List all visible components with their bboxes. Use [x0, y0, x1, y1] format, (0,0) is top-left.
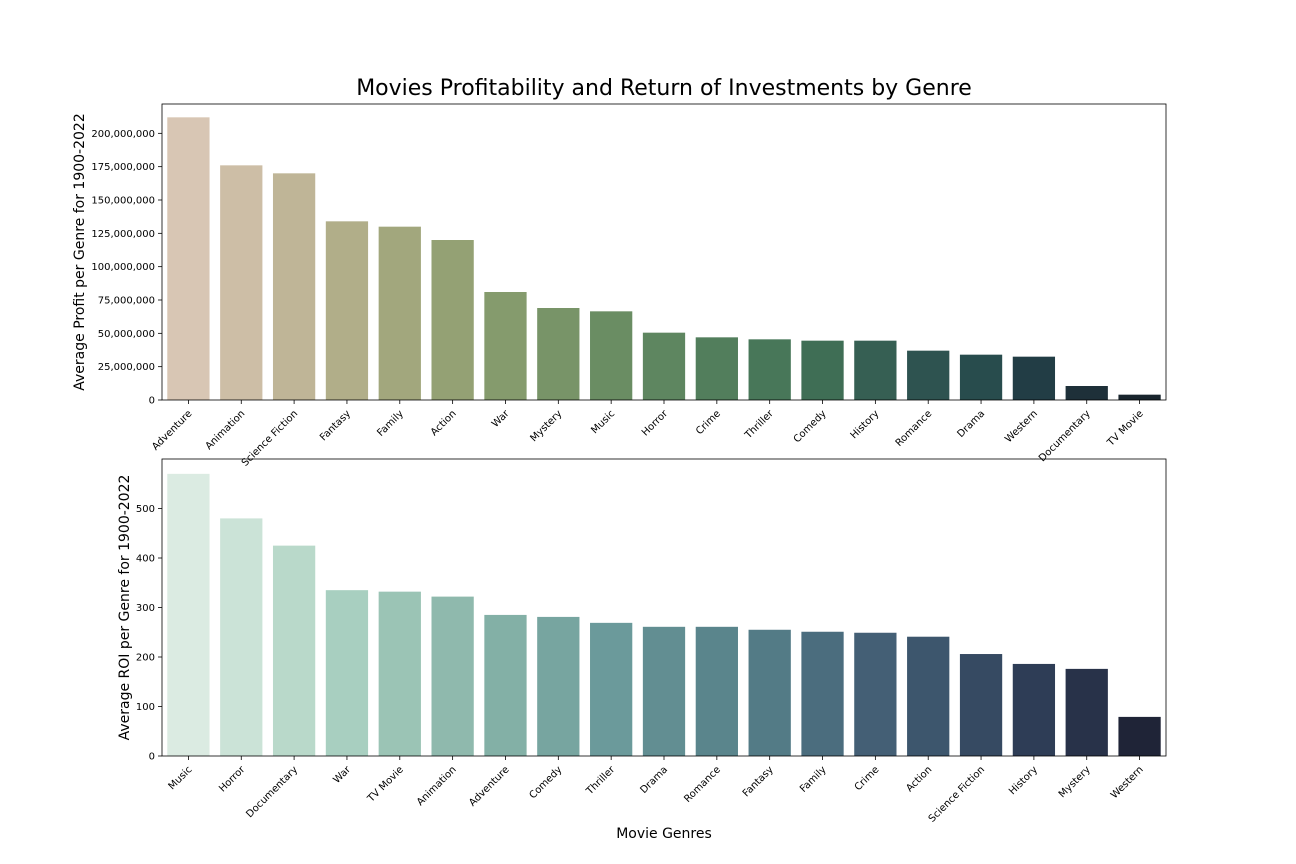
- profit-bar-drama: [959, 354, 1003, 400]
- roi-xtick-label: Drama: [638, 764, 670, 796]
- roi-bar-family: [801, 631, 844, 756]
- profit-ytick-label: 100,000,000: [91, 262, 155, 273]
- profit-xtick-label: Documentary: [1037, 408, 1093, 464]
- roi-bar-fantasy: [748, 629, 791, 756]
- profit-bar-western: [1012, 356, 1056, 400]
- profit-xtick-label: Adventure: [150, 408, 194, 452]
- chart-title: Movies Profitability and Return of Inves…: [356, 76, 972, 101]
- profit-bar-adventure: [167, 117, 210, 400]
- profit-xtick-label: Music: [589, 408, 617, 436]
- profit-xtick-label: Science Fiction: [240, 408, 300, 468]
- profit-bar-mystery: [537, 308, 580, 400]
- roi-bar-comedy: [537, 616, 580, 756]
- roi-bar-war: [325, 590, 369, 756]
- profit-ytick-label: 200,000,000: [91, 129, 155, 140]
- roi-xtick-label: Mystery: [1057, 764, 1093, 800]
- profit-xtick-label: Horror: [640, 408, 671, 439]
- roi-xtick-label: Thriller: [584, 764, 618, 798]
- roi-ytick-label: 300: [136, 603, 155, 614]
- profit-bar-action: [431, 240, 474, 400]
- roi-ytick-label: 100: [136, 702, 155, 713]
- profit-bar-science-fiction: [272, 173, 316, 400]
- roi-xtick-label: Romance: [682, 764, 723, 805]
- profit-bar-documentary: [1065, 386, 1108, 400]
- profit-xtick-label: Western: [1003, 408, 1040, 445]
- roi-bar-action: [907, 636, 950, 756]
- roi-bar-drama: [642, 626, 686, 756]
- profit-ytick-label: 150,000,000: [91, 196, 155, 207]
- profit-xtick-label: Drama: [955, 408, 987, 440]
- roi-xtick-label: Crime: [853, 764, 882, 793]
- roi-ytick-label: 200: [136, 653, 155, 664]
- roi-bar-history: [1012, 663, 1056, 756]
- profit-xtick-label: Family: [375, 408, 406, 439]
- profit-bar-family: [378, 226, 421, 400]
- roi-xtick-label: Animation: [415, 764, 459, 808]
- roi-bar-western: [1118, 716, 1161, 756]
- roi-xtick-label: Comedy: [527, 764, 564, 801]
- roi-ytick-label: 400: [136, 554, 155, 565]
- roi-bar-romance: [695, 626, 738, 756]
- roi-ytick-label: 0: [149, 752, 155, 763]
- profit-ylabel: Average Profit per Genre for 1900-2022: [72, 113, 88, 390]
- profit-xtick-label: TV Movie: [1105, 408, 1146, 449]
- profit-bar-thriller: [748, 339, 791, 400]
- profit-xtick-label: Thriller: [742, 408, 776, 442]
- roi-bar-tv-movie: [378, 591, 421, 756]
- roi-ylabel: Average ROI per Genre for 1900-2022: [117, 475, 133, 741]
- profit-bar-comedy: [801, 340, 844, 400]
- profit-ytick-label: 175,000,000: [91, 162, 155, 173]
- roi-bar-documentary: [272, 545, 316, 757]
- roi-xtick-label: Music: [167, 764, 195, 792]
- roi-xtick-label: Documentary: [244, 764, 300, 820]
- roi-bar-crime: [854, 632, 897, 756]
- profit-bar-fantasy: [325, 221, 369, 400]
- roi-bar-animation: [431, 596, 474, 756]
- profit-xtick-label: Comedy: [792, 408, 829, 445]
- roi-xtick-label: Horror: [217, 764, 248, 795]
- roi-bar-mystery: [1065, 668, 1108, 756]
- profit-bar-animation: [220, 165, 263, 400]
- roi-ytick-label: 500: [136, 504, 155, 515]
- profit-bar-history: [854, 340, 897, 400]
- profit-ytick-label: 50,000,000: [98, 329, 155, 340]
- profit-xtick-label: History: [849, 408, 882, 441]
- profit-ytick-label: 125,000,000: [91, 229, 155, 240]
- profit-xtick-label: Action: [429, 408, 459, 438]
- profit-bar-tv-movie: [1118, 394, 1161, 400]
- roi-xtick-label: Science Fiction: [927, 764, 987, 824]
- roi-xtick-label: Fantasy: [741, 764, 776, 799]
- roi-xtick-label: Western: [1109, 764, 1146, 801]
- profit-bar-crime: [695, 337, 738, 400]
- roi-bar-music: [167, 473, 210, 756]
- profit-bar-war: [484, 292, 527, 400]
- roi-xtick-label: TV Movie: [365, 764, 406, 805]
- profit-ytick-label: 75,000,000: [98, 296, 155, 307]
- profit-bar-music: [590, 311, 633, 400]
- profit-bar-romance: [907, 350, 950, 400]
- profit-xtick-label: Animation: [204, 408, 248, 452]
- profit-ytick-label: 0: [149, 396, 155, 407]
- roi-xtick-label: Action: [904, 764, 934, 794]
- profit-xtick-label: Mystery: [528, 408, 564, 444]
- roi-bar-science-fiction: [959, 654, 1003, 756]
- roi-bar-adventure: [484, 614, 527, 756]
- profit-xtick-label: Romance: [894, 408, 935, 449]
- profit-xtick-label: War: [490, 408, 512, 430]
- profit-xtick-label: Fantasy: [318, 408, 353, 443]
- roi-xtick-label: Adventure: [467, 764, 511, 808]
- roi-xtick-label: War: [332, 764, 354, 786]
- roi-xlabel: Movie Genres: [616, 826, 712, 842]
- roi-xtick-label: History: [1007, 764, 1040, 797]
- roi-bar-thriller: [590, 622, 633, 756]
- profit-ytick-label: 25,000,000: [98, 362, 155, 373]
- profit-chart: 0 25,000,000 50,000,000 75,000,000 100,000,0…: [72, 103, 1167, 469]
- profit-xtick-label: Crime: [694, 408, 723, 437]
- profit-bar-horror: [642, 332, 686, 400]
- roi-bar-horror: [220, 518, 263, 756]
- roi-xtick-label: Family: [798, 764, 829, 795]
